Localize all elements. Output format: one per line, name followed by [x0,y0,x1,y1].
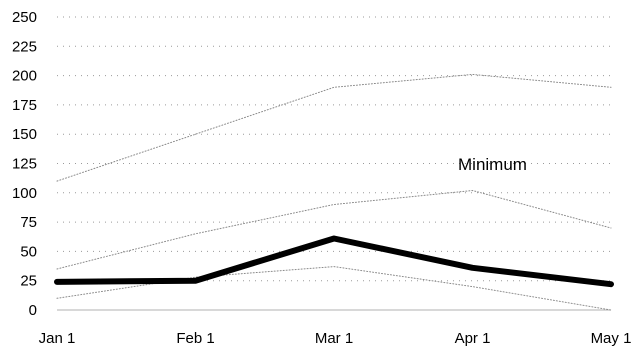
series-line-bold [54,235,614,288]
x-tick-label: Mar 1 [315,330,353,347]
y-axis-tick-labels: 0 25 50 75 100 125 150 175 200 225 250 [12,9,37,319]
series-line-3 [56,266,612,311]
y-tick-label: 150 [12,126,37,143]
x-tick-label: Apr 1 [455,330,491,347]
series-line-1 [56,73,612,182]
y-tick-label: 175 [12,97,37,114]
x-tick-label: Feb 1 [176,330,214,347]
series-line-2 [56,190,612,270]
y-tick-label: 0 [29,302,37,319]
y-tick-label: 125 [12,156,37,173]
y-tick-label: 225 [12,38,37,55]
y-tick-label: 75 [20,214,37,231]
x-axis-tick-labels: Jan 1 Feb 1 Mar 1 Apr 1 May 1 [39,330,632,347]
x-tick-label: Jan 1 [39,330,76,347]
x-tick-label: May 1 [591,330,632,347]
annotation-minimum: Minimum [458,155,527,174]
y-tick-label: 50 [20,243,37,260]
y-tick-label: 250 [12,9,37,26]
y-tick-label: 200 [12,68,37,85]
y-tick-label: 25 [20,273,37,290]
series-lines [54,73,614,311]
gridlines [57,16,611,311]
y-tick-label: 100 [12,185,37,202]
